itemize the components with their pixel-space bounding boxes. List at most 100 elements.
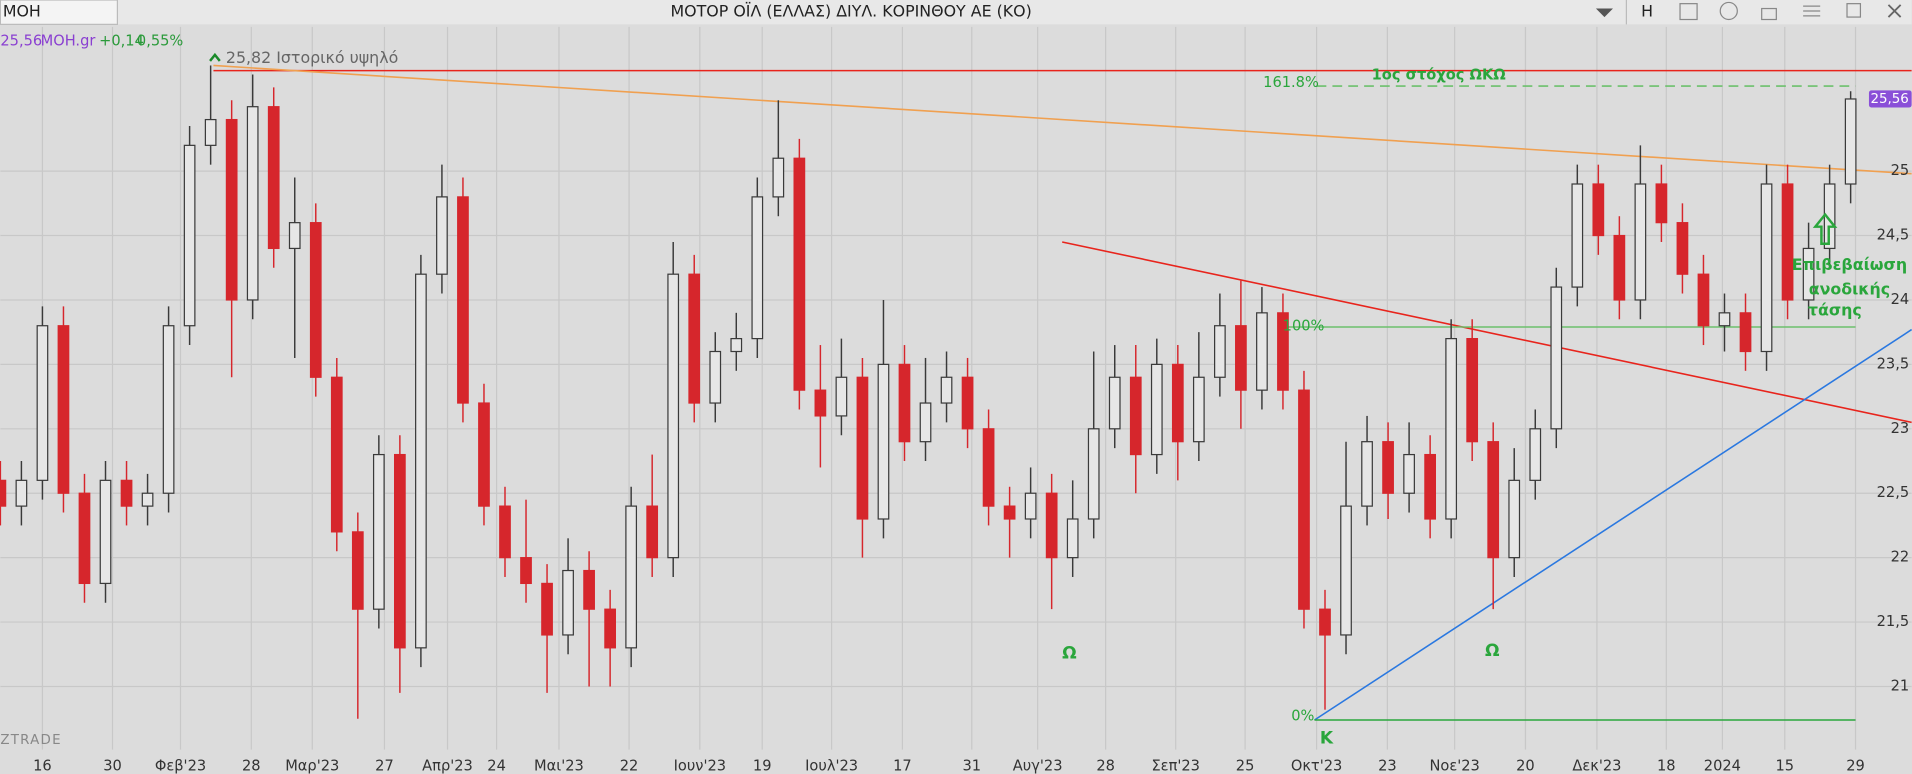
candle-body <box>709 350 722 404</box>
x-tick-label: 15 <box>1775 758 1794 774</box>
candle-body <box>856 376 869 520</box>
candle-body <box>877 363 890 520</box>
x-tick-label: 16 <box>33 758 52 774</box>
candle-body <box>120 479 133 507</box>
candle-body <box>0 479 7 507</box>
candle-body <box>1508 479 1521 559</box>
save-icon[interactable] <box>1679 3 1698 21</box>
candle-body <box>919 402 932 443</box>
candle-body <box>772 157 785 198</box>
candle-body <box>520 557 532 585</box>
y-tick-label: 24 <box>1891 291 1910 308</box>
candle-body <box>309 222 322 378</box>
close-icon[interactable] <box>1887 4 1902 18</box>
candle-body <box>1424 453 1436 520</box>
x-tick-label: 28 <box>242 758 261 774</box>
x-tick-label: 17 <box>893 758 912 774</box>
trend-line <box>213 64 1912 175</box>
candle-body <box>1739 312 1752 353</box>
quote-percent: 0,55% <box>137 32 184 49</box>
candle-body <box>1592 183 1605 237</box>
x-tick-label: Ιουλ'23 <box>805 758 858 774</box>
candle-body <box>1150 363 1163 456</box>
k-label: K <box>1320 729 1334 749</box>
candle-body <box>204 118 217 146</box>
fib-100-label: 100% <box>1283 318 1325 335</box>
y-tick-label: 24,5 <box>1877 227 1910 244</box>
price-tag-text: 25,56 <box>1871 92 1909 107</box>
candle-body <box>1171 363 1184 443</box>
comment-icon[interactable] <box>1719 1 1738 21</box>
x-tick-label: Οκτ'23 <box>1291 758 1343 774</box>
candle-body <box>730 338 743 353</box>
candle-body <box>541 582 553 636</box>
x-tick-label: 23 <box>1378 758 1397 774</box>
candle-body <box>1571 183 1584 288</box>
candle-body <box>562 569 574 636</box>
candle-body <box>1802 247 1815 301</box>
candle-body <box>1550 286 1563 430</box>
x-tick-label: Μαρ'23 <box>285 758 339 774</box>
candle-body <box>1634 183 1647 301</box>
candle-body <box>1277 312 1289 391</box>
omega-label: Ω <box>1485 641 1500 661</box>
candle-body <box>436 196 448 275</box>
x-tick-label: Απρ'23 <box>422 758 473 774</box>
candle-body <box>1718 312 1731 327</box>
x-tick-label: 31 <box>962 758 981 774</box>
candle-body <box>982 428 995 507</box>
interval-button[interactable]: H <box>1641 2 1653 21</box>
candle-body <box>1235 325 1247 391</box>
axis-labels: 21 21,5 22 22,5 23 23,5 24 24,5 25 16 30 Φεβ'23 28 Μα… <box>33 162 1909 774</box>
y-tick-label: 22,5 <box>1877 484 1910 501</box>
candle-body <box>1697 273 1710 327</box>
watermark: ZTRADE <box>0 733 61 748</box>
menu-icon[interactable] <box>1803 5 1821 17</box>
x-tick-label: 28 <box>1096 758 1115 774</box>
quote-symbol: MOH.gr <box>41 32 96 49</box>
candle-body <box>625 505 638 649</box>
candle-body <box>1256 312 1268 391</box>
candle-body <box>667 273 680 559</box>
x-tick-label: 22 <box>620 758 639 774</box>
lock-icon[interactable] <box>1761 7 1777 21</box>
candle-body <box>57 325 70 494</box>
restore-icon[interactable] <box>1846 3 1862 18</box>
candle-body <box>1403 453 1415 494</box>
omega-label: Ω <box>1062 643 1077 663</box>
candle-body <box>394 453 406 649</box>
symbol-tab[interactable] <box>0 0 119 25</box>
x-tick-label: 25 <box>1236 758 1255 774</box>
x-tick-label: 27 <box>375 758 394 774</box>
candle-body <box>1214 325 1226 378</box>
candle-body <box>141 492 154 507</box>
title-bar <box>0 0 1912 25</box>
candle-body <box>1655 183 1668 224</box>
symbol-tab-text: MOH <box>3 2 41 21</box>
confirm-label: Επιβεβαίωση <box>1792 255 1907 274</box>
x-tick-label: Νοε'23 <box>1429 758 1479 774</box>
candle-body <box>1192 376 1205 443</box>
candle-body <box>267 106 280 250</box>
candle-body <box>646 505 659 559</box>
last-price-tag: 25,56 <box>1868 90 1912 108</box>
candle-body <box>1382 441 1394 494</box>
candle-body <box>162 325 175 494</box>
candle-body <box>36 325 49 481</box>
candle-body <box>835 376 848 417</box>
candle-body <box>604 608 616 649</box>
candle-body <box>1613 234 1626 301</box>
target-label: 1ος στόχος ΩΚΩ <box>1372 67 1507 84</box>
x-tick-label: 30 <box>103 758 122 774</box>
candle-body <box>1760 183 1773 353</box>
candle-body <box>1340 505 1352 636</box>
candle-body <box>1844 98 1857 185</box>
candle-body <box>1003 505 1016 520</box>
trend-line <box>1314 328 1912 721</box>
candle-body <box>415 273 427 649</box>
x-tick-label: Σεπ'23 <box>1151 758 1200 774</box>
candle-body <box>225 118 238 301</box>
dropdown-icon[interactable] <box>1595 8 1613 18</box>
